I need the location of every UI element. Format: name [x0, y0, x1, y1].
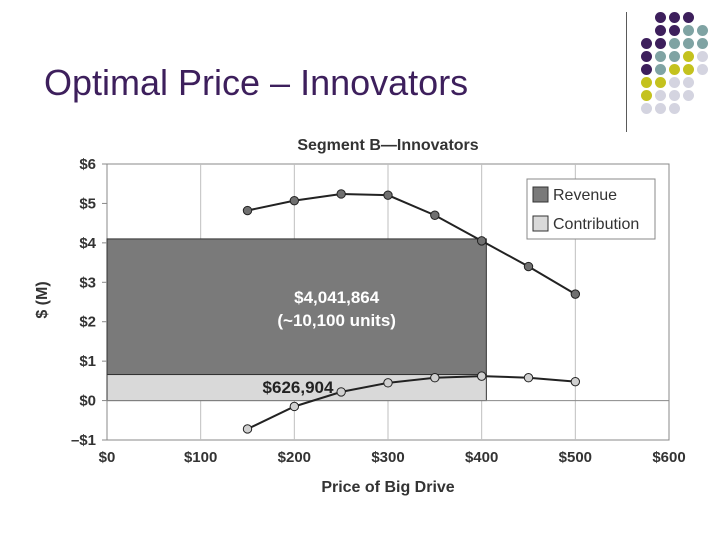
legend: Revenue Contribution	[526, 178, 656, 240]
data-point-revenue	[383, 190, 393, 200]
decorative-dot	[697, 51, 708, 62]
legend-swatch	[532, 186, 549, 203]
data-point-revenue	[289, 195, 300, 206]
axes-group: $0 $100 $200 $300 $400 $500 $600–$1$0$1$2$3$4$…	[71, 156, 686, 466]
data-point-revenue	[336, 189, 346, 199]
decorative-dot	[655, 90, 666, 101]
decorative-dot	[641, 64, 652, 75]
decorative-dot	[655, 25, 666, 36]
x-tick-label: $0	[99, 449, 116, 466]
data-point-revenue	[570, 289, 581, 299]
decorative-dot	[669, 90, 680, 101]
y-tick-label: –$1	[71, 432, 96, 449]
decorative-dot	[669, 64, 680, 75]
data-point-contribution	[242, 424, 253, 434]
series-line-revenue	[247, 192, 576, 295]
decorative-dot	[641, 51, 652, 62]
y-tick-label: $6	[79, 156, 96, 173]
decorative-divider	[626, 12, 627, 132]
decorative-dot	[697, 38, 708, 49]
decorative-dot	[641, 103, 652, 114]
decorative-dot	[669, 12, 680, 23]
decorative-dot	[683, 51, 694, 62]
decorative-dot	[683, 12, 694, 23]
decorative-dot	[655, 38, 666, 49]
x-tick-label: $200	[278, 449, 311, 466]
data-point-revenue	[242, 205, 253, 216]
decorative-dot-grid	[624, 10, 720, 135]
data-point-contribution	[336, 387, 346, 397]
y-tick-label: $2	[79, 314, 96, 331]
decorative-dot	[655, 77, 666, 88]
x-tick-label: $100	[184, 449, 217, 466]
slide-title: Optimal Price – Innovators	[44, 62, 469, 103]
decorative-dot	[669, 77, 680, 88]
decorative-dot	[683, 64, 694, 75]
decorative-dot	[669, 38, 680, 49]
y-tick-label: $3	[79, 274, 96, 291]
data-point-revenue	[430, 210, 440, 220]
legend-label: Contribution	[553, 216, 639, 233]
decorative-dot	[683, 25, 694, 36]
x-axis-label: Price of Big Drive	[321, 479, 454, 496]
revenue-value-label: $4,041,864	[294, 288, 380, 307]
chart-title: Segment B—Innovators	[297, 137, 478, 154]
decorative-dot	[655, 64, 666, 75]
decorative-dot	[655, 12, 666, 23]
decorative-dot	[669, 103, 680, 114]
contribution-value-label: $626,904	[263, 378, 334, 397]
series-line-contribution	[247, 375, 576, 430]
y-tick-label: $4	[79, 235, 96, 252]
data-point-contribution	[570, 376, 581, 387]
decorative-dot	[683, 77, 694, 88]
y-tick-label: $5	[79, 195, 96, 212]
data-point-revenue	[523, 261, 534, 272]
decorative-dot	[697, 64, 708, 75]
data-point-contribution	[289, 401, 300, 412]
revenue-area	[106, 238, 487, 376]
x-tick-label: $500	[559, 449, 592, 466]
data-point-contribution	[476, 371, 487, 381]
series-lines	[242, 189, 581, 434]
legend-swatch	[532, 215, 549, 232]
data-point-revenue	[476, 236, 487, 246]
decorative-dot	[697, 25, 708, 36]
x-tick-label: $600	[652, 449, 685, 466]
decorative-dot	[641, 77, 652, 88]
decorative-dot	[669, 51, 680, 62]
data-point-contribution	[383, 378, 393, 388]
decorative-dot	[669, 25, 680, 36]
annotations-group: $4,041,864 (~10,100 units) $626,904	[263, 288, 396, 397]
legend-label: Revenue	[553, 187, 617, 204]
decorative-dot	[683, 38, 694, 49]
data-point-contribution	[430, 373, 440, 383]
decorative-dot	[641, 38, 652, 49]
data-point-contribution	[523, 373, 534, 383]
decorative-dot	[655, 51, 666, 62]
y-tick-label: $0	[79, 393, 96, 410]
x-tick-label: $300	[371, 449, 404, 466]
x-tick-label: $400	[465, 449, 498, 466]
decorative-dot	[655, 103, 666, 114]
y-tick-label: $1	[79, 353, 96, 370]
revenue-units-label: (~10,100 units)	[277, 311, 396, 330]
decorative-dot	[683, 90, 694, 101]
decorative-dot	[641, 90, 652, 101]
y-axis-label: $ (M)	[34, 281, 51, 318]
